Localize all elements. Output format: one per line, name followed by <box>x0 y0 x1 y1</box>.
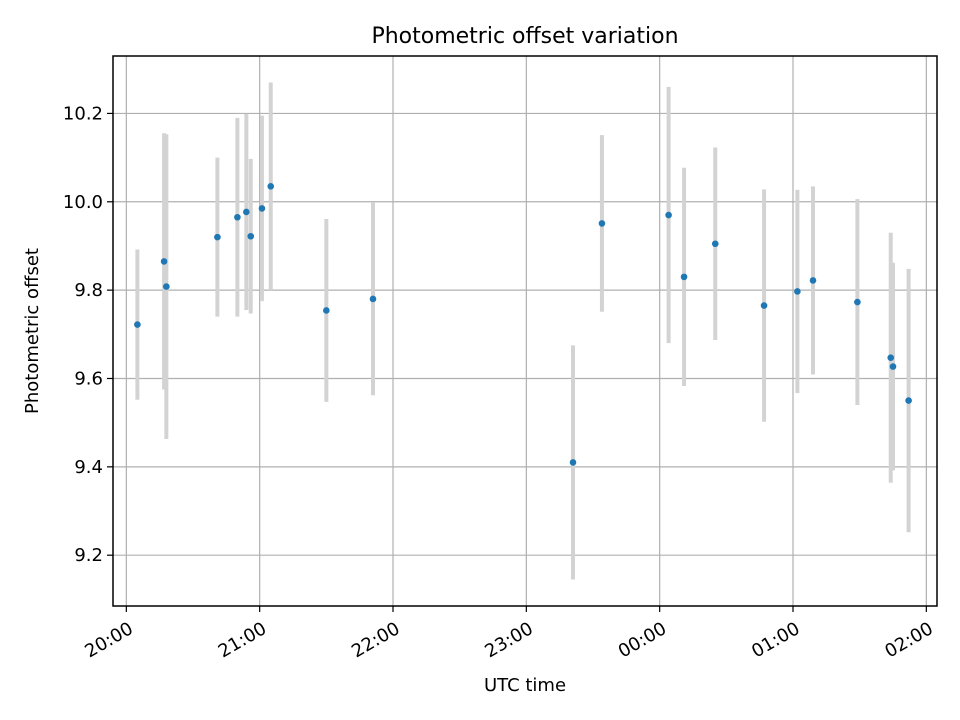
data-point <box>163 283 170 290</box>
data-point <box>794 288 801 295</box>
y-tick-label: 9.8 <box>74 280 103 301</box>
data-point <box>323 307 330 314</box>
y-tick-label: 9.2 <box>74 545 103 566</box>
x-axis-label: UTC time <box>484 675 566 696</box>
data-point <box>905 397 912 404</box>
data-point <box>369 295 377 303</box>
data-point <box>160 258 168 265</box>
data-point <box>889 363 897 370</box>
x-tick-label: 22:00 <box>348 618 403 662</box>
data-point <box>854 298 861 306</box>
y-axis-ticks: 9.2 9.4 9.6 9.8 10.0 10.2 <box>63 103 113 566</box>
x-tick-label: 21:00 <box>215 618 270 662</box>
y-axis-label: Photometric offset <box>22 248 43 414</box>
x-tick-label: 02:00 <box>881 618 936 662</box>
data-point <box>267 183 275 190</box>
y-tick-label: 9.4 <box>74 457 103 478</box>
x-tick-label: 01:00 <box>748 618 803 662</box>
x-tick-label: 20:00 <box>81 618 136 662</box>
data-point <box>760 302 768 309</box>
data-points <box>134 183 912 466</box>
data-point <box>258 205 266 212</box>
data-point <box>598 220 606 227</box>
data-point <box>247 232 255 240</box>
data-point <box>680 273 688 281</box>
plot-area-frame <box>112 55 938 607</box>
y-tick-label: 10.0 <box>63 192 103 213</box>
data-point <box>665 211 672 219</box>
x-tick-label: 00:00 <box>615 618 670 662</box>
data-point <box>809 277 817 284</box>
data-point <box>711 240 719 248</box>
x-tick-label: 23:00 <box>481 618 536 662</box>
y-tick-label: 10.2 <box>63 103 103 124</box>
y-tick-label: 9.6 <box>74 368 103 389</box>
data-point <box>134 321 141 328</box>
data-point <box>569 459 577 466</box>
data-point <box>214 233 221 241</box>
chart-title: Photometric offset variation <box>371 24 678 49</box>
data-point <box>243 208 250 216</box>
data-point <box>234 213 241 221</box>
data-point <box>887 354 895 362</box>
x-axis-ticks: 20:00 21:00 22:00 23:00 00:00 01:00 02:00 <box>81 606 937 662</box>
